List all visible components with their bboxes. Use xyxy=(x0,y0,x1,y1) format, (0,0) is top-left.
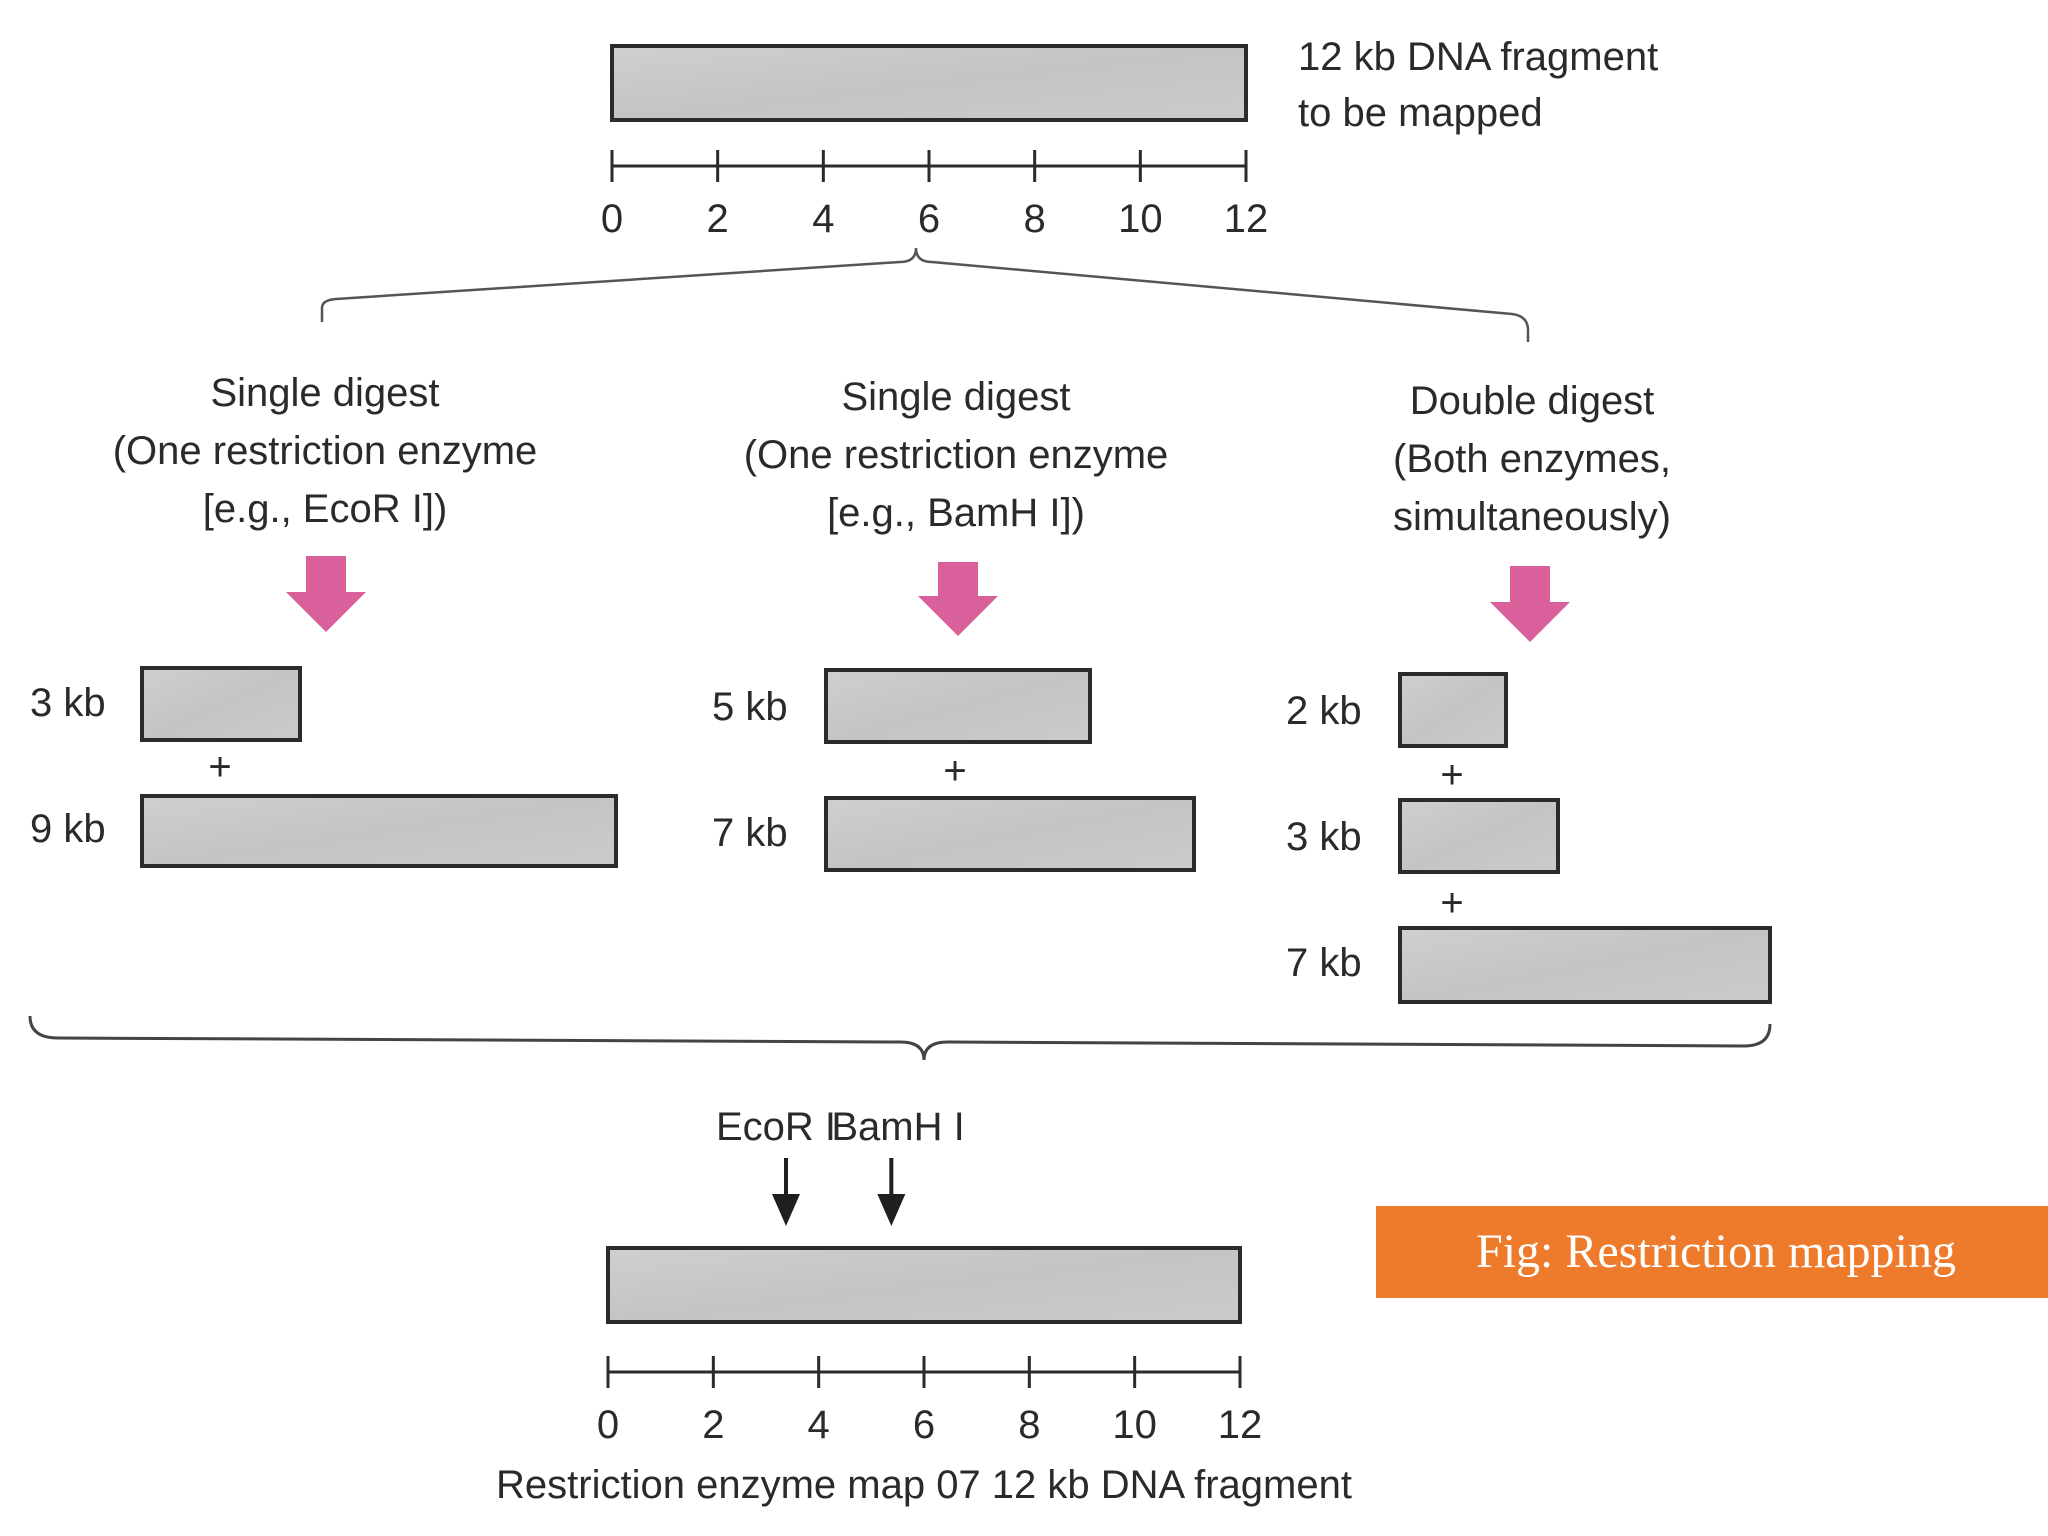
map-caption: Restriction enzyme map 07 12 kb DNA frag… xyxy=(496,1463,1352,1507)
fragment-label: 2 kb xyxy=(1286,689,1362,733)
plus-sign: + xyxy=(1440,881,1463,925)
digest-title: Single digest xyxy=(210,371,439,415)
scale-tick-label: 2 xyxy=(702,1403,724,1447)
map-scale-ticks: 0 2 4 6 8 10 12 xyxy=(597,1356,1262,1447)
down-arrow-icon xyxy=(877,1194,906,1226)
plus-sign: + xyxy=(943,749,966,793)
plus-sign: + xyxy=(1440,753,1463,797)
scale-tick-label: 6 xyxy=(913,1403,935,1447)
fragment-bar-3kb xyxy=(1398,798,1560,874)
top-fragment-label-line2: to be mapped xyxy=(1298,91,1543,135)
scale-tick-label: 10 xyxy=(1118,197,1163,241)
scale-tick-label: 10 xyxy=(1112,1403,1157,1447)
scale-tick-label: 0 xyxy=(601,197,623,241)
down-arrow-icon xyxy=(918,562,998,636)
figure-caption-text: Fig: Restriction mapping xyxy=(1476,1225,1956,1278)
restriction-site: BamH I xyxy=(831,1105,965,1226)
digest-desc-line2: (Both enzymes, xyxy=(1393,437,1671,481)
fragment-label: 9 kb xyxy=(30,807,106,851)
fragment-bar-2kb xyxy=(1398,672,1508,748)
top-scale: 0 2 4 6 8 10 12 xyxy=(601,150,1268,241)
scale-tick-label: 12 xyxy=(1218,1403,1263,1447)
digest-desc-line3: simultaneously) xyxy=(1393,495,1671,539)
top-fragment-bar xyxy=(610,44,1248,122)
digest-bamhi: Single digest (One restriction enzyme [e… xyxy=(712,375,1196,872)
scale-tick-label: 12 xyxy=(1224,197,1269,241)
top-bracket xyxy=(320,247,1530,342)
top-scale-ticks: 0 2 4 6 8 10 12 xyxy=(601,150,1268,241)
scale-tick-label: 8 xyxy=(1024,197,1046,241)
scale-tick-label: 4 xyxy=(808,1403,830,1447)
digest-title: Double digest xyxy=(1410,379,1655,423)
map-scale: 0 2 4 6 8 10 12 xyxy=(597,1356,1262,1447)
digest-desc-line2: (One restriction enzyme xyxy=(744,433,1169,477)
fragment-bar-7kb xyxy=(1398,926,1772,1004)
figure-caption-badge: Fig: Restriction mapping xyxy=(1376,1206,2048,1298)
fragment-bar-9kb xyxy=(140,794,618,868)
map-fragment-bar xyxy=(606,1246,1242,1324)
restriction-site: EcoR I xyxy=(716,1105,836,1226)
down-arrow-icon xyxy=(1490,566,1570,642)
fragment-label: 7 kb xyxy=(1286,941,1362,985)
scale-tick-label: 4 xyxy=(812,197,834,241)
fragment-bar-3kb xyxy=(140,666,302,742)
scale-tick-label: 0 xyxy=(597,1403,619,1447)
scale-tick-label: 2 xyxy=(707,197,729,241)
digest-desc-line3: [e.g., EcoR I]) xyxy=(203,487,448,531)
down-arrow-icon xyxy=(286,556,366,632)
fragment-bar-5kb xyxy=(824,668,1092,744)
fragment-label: 5 kb xyxy=(712,685,788,729)
fragment-label: 3 kb xyxy=(30,681,106,725)
site-label: BamH I xyxy=(831,1105,964,1149)
site-label: EcoR I xyxy=(716,1105,836,1149)
top-fragment-label-line1: 12 kb DNA fragment xyxy=(1298,35,1658,79)
bottom-brace xyxy=(28,1015,1772,1061)
fragment-label: 7 kb xyxy=(712,811,788,855)
digest-double: Double digest (Both enzymes, simultaneou… xyxy=(1286,379,1772,1004)
scale-tick-label: 6 xyxy=(918,197,940,241)
digest-title: Single digest xyxy=(841,375,1070,419)
down-arrow-icon xyxy=(772,1194,800,1226)
fragment-label: 3 kb xyxy=(1286,815,1362,859)
digest-desc-line2: (One restriction enzyme xyxy=(113,429,538,473)
digest-desc-line3: [e.g., BamH I]) xyxy=(827,491,1085,535)
plus-sign: + xyxy=(208,745,231,789)
digest-ecori: Single digest (One restriction enzyme [e… xyxy=(30,371,618,868)
scale-tick-label: 8 xyxy=(1018,1403,1040,1447)
fragment-bar-7kb xyxy=(824,796,1196,872)
